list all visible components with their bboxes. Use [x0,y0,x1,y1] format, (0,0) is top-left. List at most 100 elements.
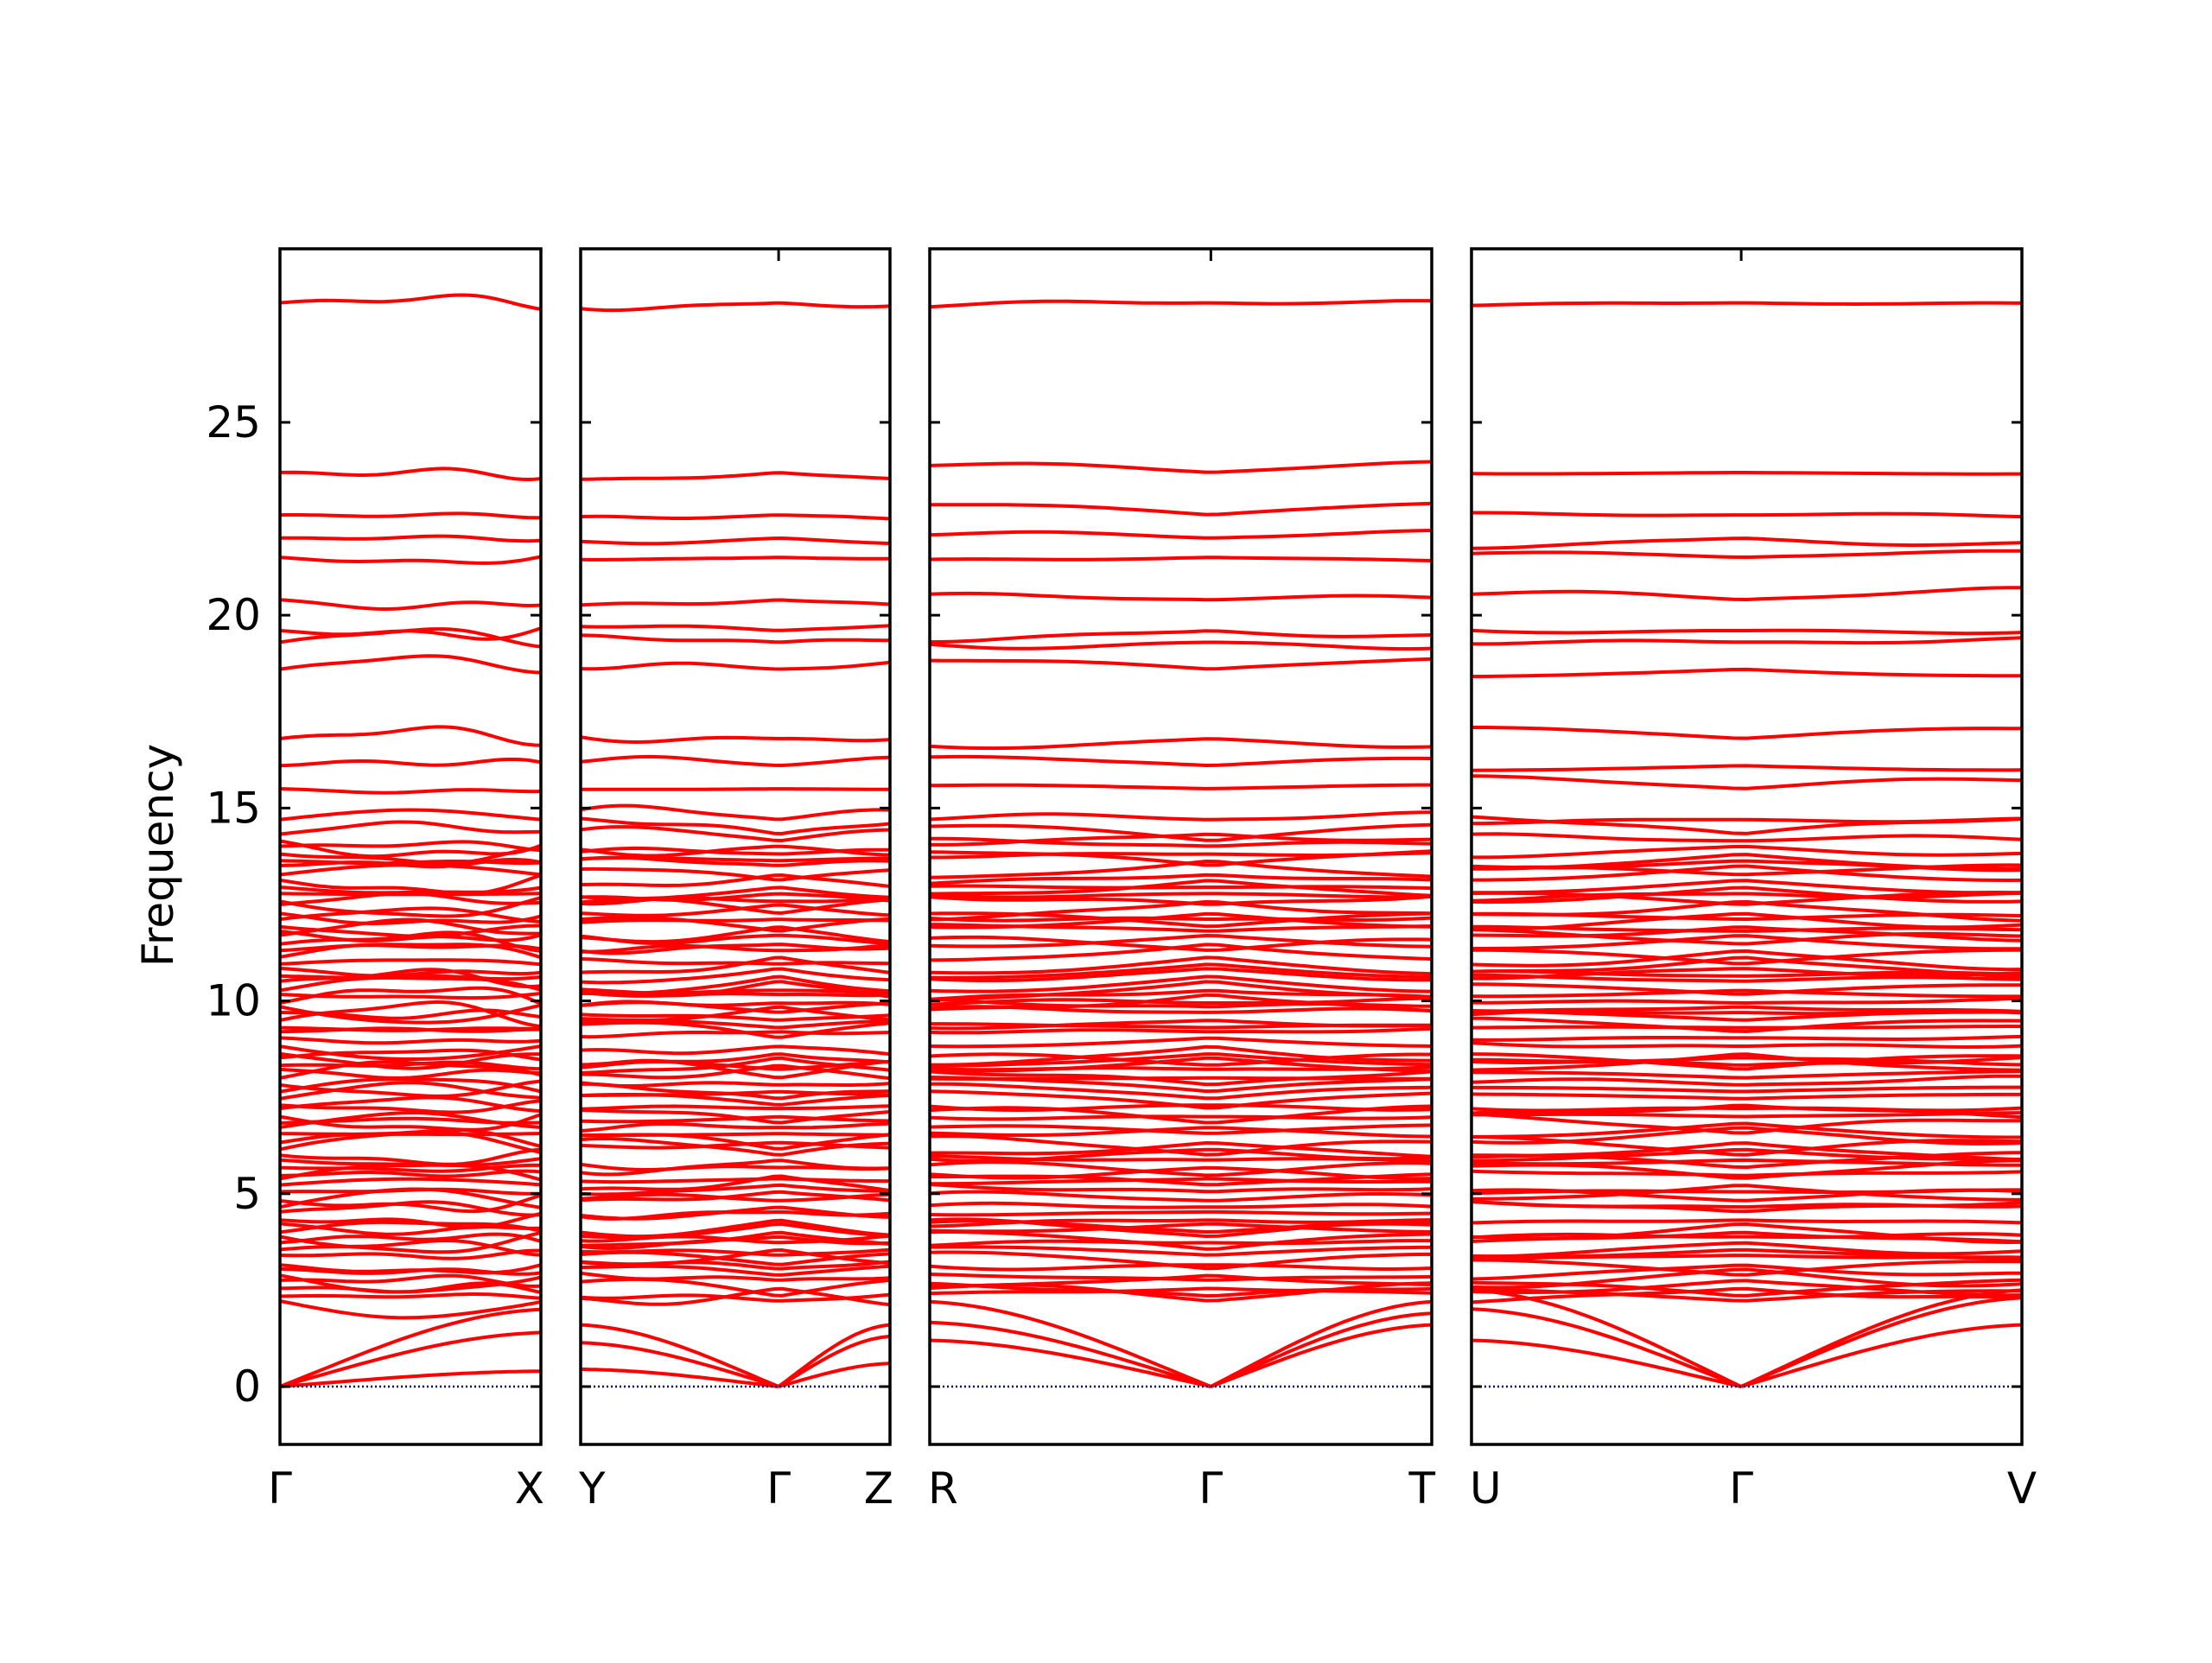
band-line-p4-19 [1471,1184,2023,1202]
band-line-p2-74 [580,816,891,836]
band-line-p4-73 [1471,832,2023,843]
band-line-p2-84 [580,735,891,745]
band-line-p4-75 [1471,301,2023,308]
band-line-p4-16 [1471,1200,2023,1209]
y-tick-label-5: 5 [233,1169,261,1219]
y-tick-label-15: 15 [206,783,261,833]
acoustic-branch-right-p1-3 [279,1307,542,1388]
band-line-p3-67 [929,879,1433,898]
band-line-p2-82 [580,633,890,644]
band-line-p2-18 [580,1190,891,1203]
band-line-p4-79 [1471,549,2023,560]
band-line-p4-49 [1471,982,2022,996]
band-line-p4-11 [1471,1232,2023,1240]
acoustic-branch-left-p4-2 [1471,1307,1742,1388]
band-line-p2-57 [580,943,891,955]
acoustic-branch-left-p4-3 [1471,1288,1742,1388]
band-line-p1-21 [279,1169,542,1178]
band-line-p1-23 [279,1157,542,1167]
kpoint-label-Z: Z [864,1463,893,1514]
kpoint-label-Γ: Γ [268,1463,292,1514]
band-line-p1-79 [279,555,542,565]
band-line-p1-87 [279,808,542,822]
band-line-p4-43 [1471,1016,2023,1033]
band-line-p2-53 [580,967,891,985]
band-line-p4-6 [1471,1267,2023,1290]
band-line-p2-16 [580,1205,891,1221]
band-line-p4-29 [1471,1121,2022,1139]
band-line-p2-40 [580,1052,891,1070]
panel-frame-2 [579,247,892,1446]
band-line-p3-5 [929,1273,1433,1289]
band-line-p2-85 [580,754,891,768]
band-line-p1-48 [279,986,542,1006]
band-line-p2-83 [580,660,891,671]
panel-frames-layer [278,247,2024,1446]
acoustic-branch-left-p4-1 [1471,1338,1742,1388]
band-line-p2-54 [580,957,891,966]
panel-frame-3 [928,247,1433,1446]
band-line-p1-41 [279,1044,542,1061]
band-line-p1-60 [279,924,542,938]
band-line-p2-60 [580,925,891,944]
band-line-p2-64 [580,895,891,906]
acoustic-branch-right-p2-1 [778,1362,891,1388]
kpoint-label-Γ: Γ [1729,1463,1753,1514]
band-line-p3-66 [929,884,1433,891]
band-line-p4-84 [1471,726,2023,740]
band-line-p2-47 [580,1005,891,1022]
kpoint-label-X: X [515,1463,544,1514]
band-line-p4-66 [1471,885,2023,904]
band-line-p4-24 [1471,1135,2023,1157]
acoustic-branch-right-p3-1 [1210,1323,1433,1388]
band-line-p2-67 [580,866,891,882]
band-line-p1-56 [279,943,542,953]
band-line-p3-32 [929,1103,1433,1113]
band-line-p3-65 [929,892,1433,899]
band-line-p2-19 [580,1183,891,1196]
band-line-p1-4 [279,1273,542,1288]
band-line-p2-80 [580,598,891,607]
band-line-p4-18 [1471,1188,2022,1196]
band-line-p3-25 [929,1147,1433,1164]
band-line-p1-61 [279,906,542,924]
acoustic-branch-right-p2-3 [777,1323,891,1388]
band-line-p4-26 [1471,1141,2023,1162]
band-line-p3-81 [929,629,1433,644]
band-line-p3-52 [929,974,1433,993]
band-line-p3-58 [929,933,1433,949]
band-line-p1-19 [279,1177,542,1187]
band-line-p4-67 [1471,879,2023,895]
band-line-p1-18 [279,1187,542,1196]
band-line-p3-21 [929,1160,1433,1177]
band-line-p1-40 [279,1051,542,1070]
band-line-p4-85 [1471,764,2023,772]
band-line-p4-65 [1471,891,2023,903]
band-line-p4-21 [1471,1169,2023,1177]
band-line-p4-23 [1471,1158,2022,1167]
band-line-p2-59 [580,915,891,933]
band-line-p4-55 [1471,955,2023,980]
band-line-p2-52 [580,974,891,996]
band-line-p1-74 [279,820,542,836]
band-line-p4-60 [1471,925,2023,943]
band-line-p3-38 [929,1052,1433,1067]
band-line-p3-82 [929,640,1433,651]
band-line-p4-33 [1471,1092,2022,1101]
band-line-p2-5 [580,1264,891,1277]
band-line-p4-3 [1471,1286,2023,1304]
band-line-p4-62 [1471,911,2023,931]
acoustic-branch-left-p3-1 [929,1338,1211,1388]
band-line-p2-30 [580,1114,891,1124]
band-line-p4-27 [1471,1112,2023,1135]
band-line-p4-51 [1471,973,2023,983]
band-line-p4-63 [1471,890,2023,906]
band-line-p3-70 [929,859,1433,879]
band-line-p3-79 [929,555,1433,562]
band-line-p1-53 [279,966,542,978]
band-line-p2-31 [580,1104,891,1111]
band-line-p3-15 [929,1209,1433,1217]
band-line-p3-76 [929,460,1433,474]
